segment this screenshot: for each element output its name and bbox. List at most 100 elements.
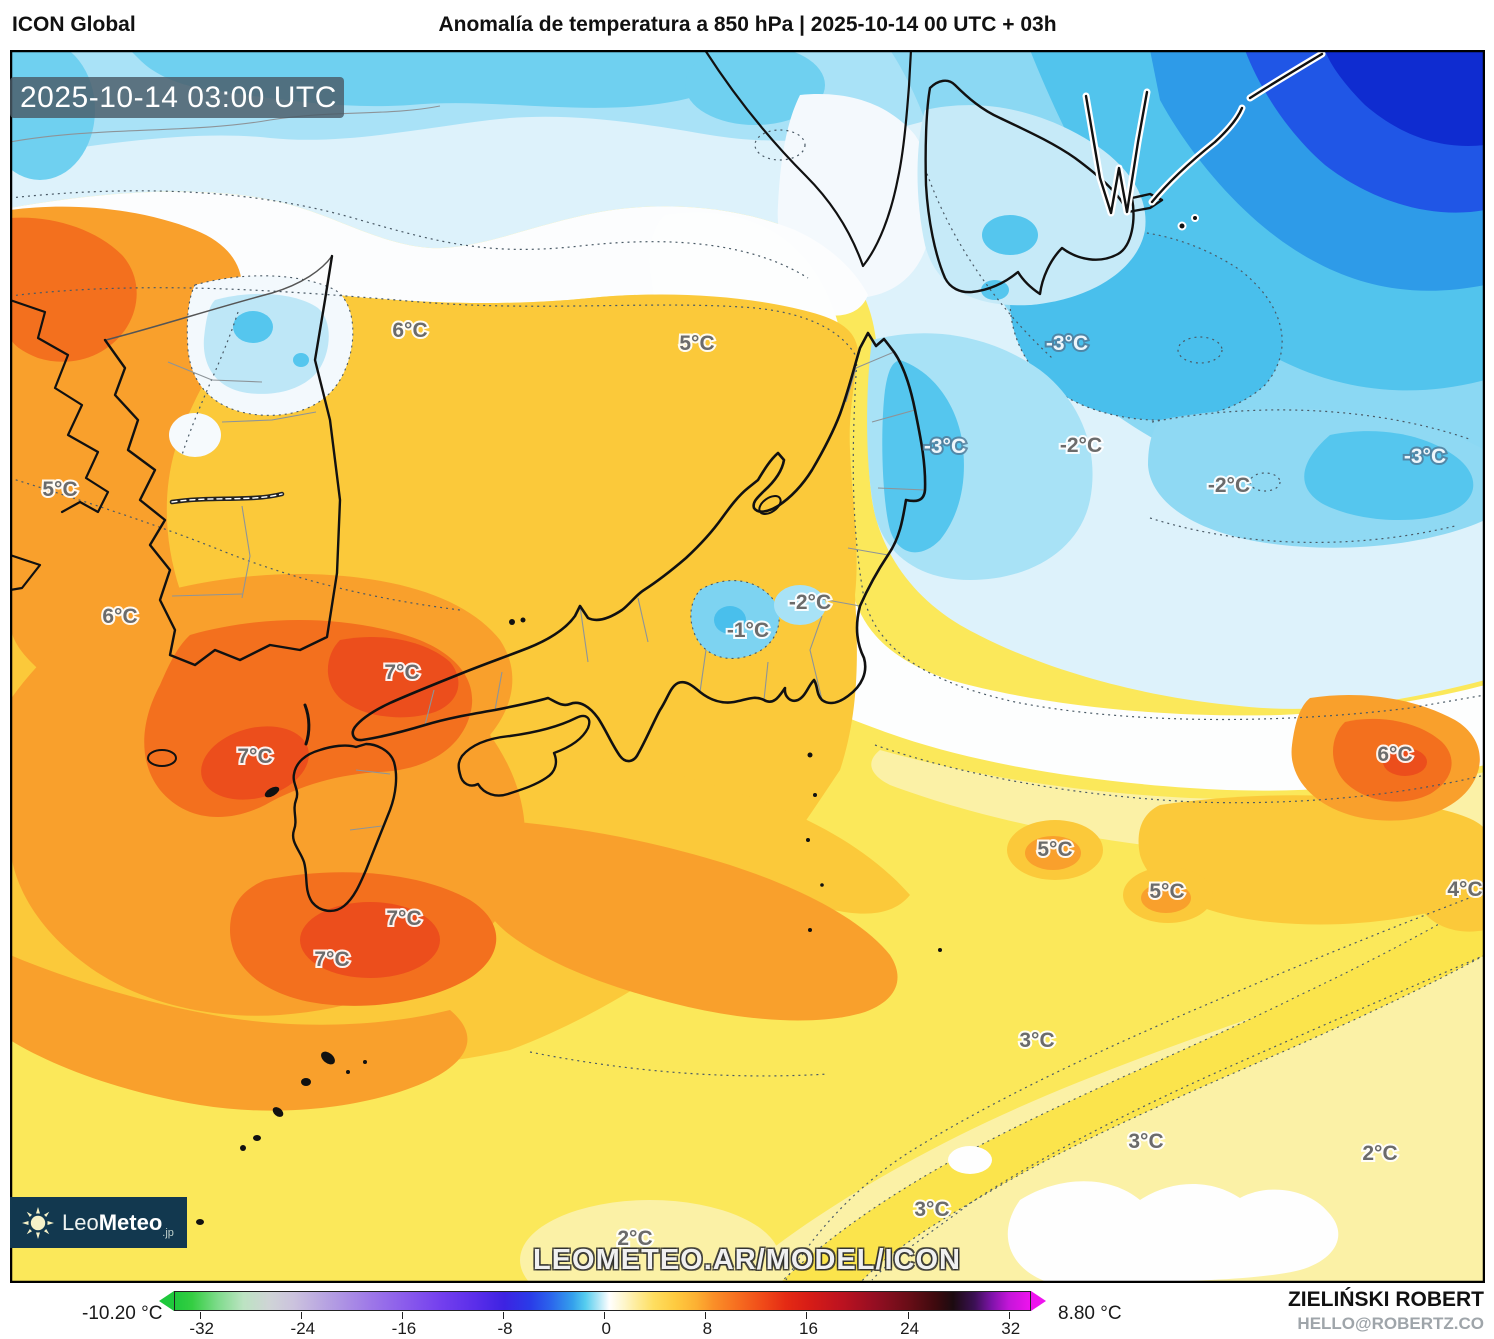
contour-lines-layer xyxy=(10,129,1485,1281)
contour-line xyxy=(1177,336,1223,364)
nk-china-border xyxy=(105,255,333,341)
temp-region xyxy=(1007,1181,1339,1283)
temp-region xyxy=(948,1146,992,1174)
logo-suffix: .jp xyxy=(162,1227,174,1239)
border-layer xyxy=(10,105,926,831)
china-coastline xyxy=(10,298,110,592)
temp-label: -2°C xyxy=(1060,434,1102,457)
temp-region xyxy=(520,1200,780,1283)
temp-region xyxy=(1383,748,1427,776)
sakhalin-coastline xyxy=(1082,88,1151,217)
colorbar-max-label: 8.80 °C xyxy=(1058,1303,1122,1324)
attribution-name: ZIELIŃSKI ROBERT xyxy=(1287,1288,1484,1311)
temp-label: 6°C xyxy=(1377,743,1412,766)
tsushima-island xyxy=(303,703,311,746)
temp-label: -2°C xyxy=(1208,474,1250,497)
temp-label: -2°C xyxy=(789,591,831,614)
contour-line xyxy=(754,129,806,161)
temp-label: -3°C xyxy=(1404,445,1446,468)
colorbar-tick: -16 xyxy=(392,1312,416,1338)
temp-region xyxy=(488,740,910,914)
honshu-coastline xyxy=(351,331,927,763)
temp-region xyxy=(779,897,1485,1283)
colorbar-tick: 0 xyxy=(601,1312,611,1338)
contour-line xyxy=(871,954,1485,1281)
prefecture-border xyxy=(494,671,503,711)
temp-region xyxy=(1025,836,1081,870)
temp-label: -3°C xyxy=(1046,332,1088,355)
temp-region xyxy=(233,311,273,343)
contour-line xyxy=(874,744,1485,804)
prefecture-border xyxy=(877,487,926,491)
temp-label: 5°C xyxy=(1149,880,1184,903)
dmz-line-inner xyxy=(171,493,283,503)
sado-island xyxy=(758,495,782,515)
kyushu-coastline xyxy=(291,742,398,913)
temp-label: 5°C xyxy=(679,332,714,355)
temp-label: 5°C xyxy=(1037,838,1072,861)
goto-islands xyxy=(264,786,280,798)
leometeo-logo: LeoMeteo .jp xyxy=(10,1197,187,1248)
temp-label: 7°C xyxy=(386,907,421,930)
colorbar-tick: 16 xyxy=(799,1312,818,1338)
temp-region xyxy=(471,820,898,1021)
colorbar-tick: 32 xyxy=(1001,1312,1020,1338)
temp-label: 7°C xyxy=(384,661,419,684)
attribution-email: HELLO@ROBERTZ.CO xyxy=(1297,1314,1484,1333)
colorbar-tick: 24 xyxy=(900,1312,919,1338)
temp-region xyxy=(1310,50,1485,146)
colorbar-tick: 8 xyxy=(703,1312,712,1338)
temp-region xyxy=(327,636,459,718)
jeju-island xyxy=(147,749,177,767)
temp-region xyxy=(10,955,468,1111)
shikoku-coastline xyxy=(457,714,591,797)
sun-icon xyxy=(20,1205,56,1241)
prefecture-border xyxy=(637,597,649,643)
temp-label: 6°C xyxy=(102,605,137,628)
prefecture-border xyxy=(763,661,769,701)
contour-line xyxy=(1249,472,1281,492)
temp-region xyxy=(1304,431,1474,521)
temp-label: 5°C xyxy=(42,478,77,501)
temp-region xyxy=(685,50,825,125)
contour-line xyxy=(529,1051,829,1077)
temp-label: 4°C xyxy=(1447,878,1482,901)
temp-label: 2°C xyxy=(1362,1142,1397,1165)
contour-line xyxy=(10,477,461,611)
temp-region xyxy=(917,105,1146,306)
temp-region xyxy=(203,293,329,394)
temp-label: 6°C xyxy=(392,319,427,342)
temp-label: 2°C xyxy=(617,1227,652,1250)
page-title: Anomalía de temperatura a 850 hPa | 2025… xyxy=(438,13,1057,36)
temp-label: 3°C xyxy=(1019,1029,1054,1052)
temp-region xyxy=(774,585,826,625)
prefecture-border xyxy=(349,769,391,831)
country-border xyxy=(10,105,441,143)
prefecture-border xyxy=(845,351,895,403)
prefecture-border xyxy=(809,615,823,701)
prefecture-border xyxy=(424,689,435,726)
temp-region xyxy=(714,606,746,634)
temp-label: 3°C xyxy=(914,1198,949,1221)
weather-map: 6°C 5°C -3°C 5°C -3°C -2°C -2°C -3°C 6°C… xyxy=(10,50,1485,1283)
temp-label: -3°C xyxy=(924,435,966,458)
watermark: LEOMETEO.AR/MODEL/ICON xyxy=(533,1244,961,1276)
colorbar-gradient xyxy=(174,1291,1031,1311)
map-frame xyxy=(10,50,1485,1283)
prefecture-border xyxy=(847,547,889,556)
prefecture-border xyxy=(699,649,707,693)
temp-region xyxy=(293,353,309,367)
temp-region xyxy=(169,413,221,457)
contour-line xyxy=(1149,409,1473,544)
kuril-islands-coastline xyxy=(1148,50,1326,231)
temp-region xyxy=(201,726,309,800)
colorbar-tick: -24 xyxy=(291,1312,315,1338)
temp-label: -1°C xyxy=(727,619,769,642)
temp-region xyxy=(981,280,1009,300)
contour-line xyxy=(924,167,1053,359)
izu-islands xyxy=(806,752,942,952)
temp-region xyxy=(982,215,1038,255)
colorbar-ticks: -32 -24 -16 -8 0 8 16 24 32 xyxy=(174,1312,1031,1338)
province-border xyxy=(167,361,317,599)
